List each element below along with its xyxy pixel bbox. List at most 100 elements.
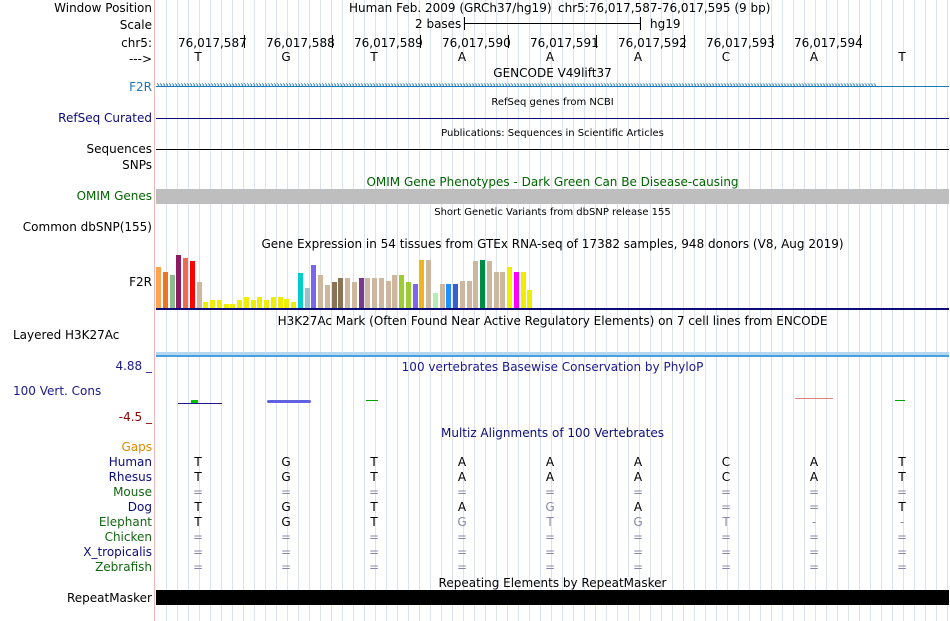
gtex-tissue-bar[interactable] (338, 278, 344, 308)
omim-track-title[interactable]: OMIM Gene Phenotypes - Dark Green Can Be… (366, 175, 739, 189)
position-text[interactable]: chr5:76,017,587-76,017,595 (9 bp) (558, 1, 771, 15)
gtex-tissue-bar[interactable] (311, 265, 317, 308)
omim-phenotype-bar[interactable] (156, 189, 949, 204)
gtex-tissue-bar[interactable] (351, 282, 357, 308)
gtex-tissue-bar[interactable] (446, 284, 452, 308)
gtex-tissue-bar[interactable] (169, 275, 175, 308)
gtex-tissue-bar[interactable] (412, 284, 418, 308)
gtex-gene-label[interactable]: F2R (129, 275, 152, 289)
grid-line (287, 0, 288, 621)
gtex-tissue-bar[interactable] (405, 282, 411, 308)
gtex-tissue-bar[interactable] (237, 300, 242, 308)
gtex-tissue-bar[interactable] (210, 300, 215, 308)
gtex-tissue-bar[interactable] (426, 260, 431, 308)
gtex-tissue-bar[interactable] (365, 278, 371, 308)
species-label[interactable]: Zebrafish (95, 560, 152, 574)
gtex-tissue-bar[interactable] (223, 304, 229, 308)
gtex-tissue-bar[interactable] (331, 282, 337, 308)
grid-line (529, 0, 530, 621)
gtex-tissue-bar[interactable] (385, 281, 391, 308)
grid-line (353, 0, 354, 621)
gtex-tissue-bar[interactable] (372, 278, 377, 308)
gtex-tissue-bar[interactable] (257, 297, 263, 308)
grid-line (386, 0, 387, 621)
gtex-tissue-bar[interactable] (486, 261, 492, 308)
h3k27ac-track-title[interactable]: H3K27Ac Mark (Often Found Near Active Re… (277, 314, 828, 328)
gtex-tissue-bar[interactable] (507, 267, 512, 308)
gtex-tissue-bar[interactable] (453, 284, 458, 308)
gtex-tissue-bar[interactable] (527, 290, 533, 308)
gtex-tissue-bar[interactable] (162, 272, 168, 308)
gtex-tissue-bar[interactable] (419, 260, 425, 308)
phylop-track-label[interactable]: 100 Vert. Cons (13, 384, 102, 398)
gtex-tissue-bar[interactable] (513, 272, 519, 308)
gtex-tissue-bar[interactable] (439, 284, 445, 308)
dbsnp-track-label[interactable]: Common dbSNP(155) (22, 220, 152, 234)
gtex-tissue-bar[interactable] (358, 278, 364, 308)
gtex-tissue-bar[interactable] (324, 285, 330, 308)
refseq-track-label[interactable]: RefSeq Curated (58, 111, 152, 125)
gtex-tissue-bar[interactable] (345, 278, 350, 308)
gtex-tissue-bar[interactable] (392, 275, 398, 308)
dbsnp-track-title[interactable]: Short Genetic Variants from dbSNP releas… (434, 207, 671, 218)
species-label[interactable]: Human (108, 455, 152, 469)
gtex-tissue-bar[interactable] (264, 300, 269, 308)
publications-label-snps[interactable]: SNPs (122, 158, 152, 172)
gtex-tissue-bar[interactable] (156, 267, 161, 308)
species-label[interactable]: Elephant (98, 515, 152, 529)
repeatmasker-element-bar[interactable] (156, 590, 949, 605)
grid-line (397, 0, 398, 621)
gtex-tissue-bar[interactable] (243, 297, 249, 308)
gtex-tissue-bar[interactable] (493, 272, 499, 308)
phylop-track-title[interactable]: 100 vertebrates Basewise Conservation by… (401, 360, 704, 374)
species-label[interactable]: X_tropicalis (83, 545, 152, 559)
refseq-track-title[interactable]: RefSeq genes from NCBI (491, 97, 614, 108)
gtex-tissue-bar[interactable] (183, 258, 188, 308)
multiz-gaps-label[interactable]: Gaps (121, 440, 152, 454)
gtex-tissue-bar[interactable] (480, 260, 485, 308)
gtex-tissue-bar[interactable] (520, 272, 526, 308)
gtex-tissue-bar[interactable] (297, 273, 303, 308)
gtex-tissue-bar[interactable] (230, 304, 236, 308)
repeatmasker-track-title[interactable]: Repeating Elements by RepeatMasker (438, 576, 667, 590)
grid-line (749, 0, 750, 621)
gtex-tissue-bar[interactable] (277, 297, 283, 308)
gtex-tissue-bar[interactable] (250, 300, 256, 308)
publications-label-sequences[interactable]: Sequences (86, 142, 152, 156)
gencode-track-title[interactable]: GENCODE V49lift37 (493, 66, 612, 80)
refseq-gene-line[interactable] (156, 118, 949, 119)
gtex-tissue-bar[interactable] (176, 255, 182, 308)
species-label[interactable]: Rhesus (108, 470, 152, 484)
gencode-gene-label[interactable]: F2R (129, 80, 152, 94)
repeatmasker-track-label[interactable]: RepeatMasker (66, 591, 152, 605)
omim-track-label[interactable]: OMIM Genes (76, 189, 152, 203)
gtex-tissue-bar[interactable] (304, 288, 310, 308)
gtex-tissue-bar[interactable] (399, 275, 404, 308)
publications-track-title[interactable]: Publications: Sequences in Scientific Ar… (441, 128, 664, 139)
gtex-tissue-bar[interactable] (203, 302, 209, 308)
species-label[interactable]: Chicken (104, 530, 152, 544)
gtex-tissue-bar[interactable] (378, 278, 384, 308)
gtex-tissue-bar[interactable] (216, 300, 222, 308)
gtex-tissue-bar[interactable] (500, 272, 506, 308)
gtex-tissue-bar[interactable] (270, 297, 276, 308)
grid-line (375, 0, 376, 621)
gtex-tissue-bar[interactable] (473, 261, 479, 308)
gtex-tissue-bar[interactable] (318, 275, 323, 308)
gtex-tissue-bar[interactable] (196, 282, 202, 308)
gtex-tissue-bar[interactable] (466, 281, 472, 308)
gtex-tissue-bar[interactable] (459, 281, 465, 308)
gtex-tissue-bar[interactable] (432, 293, 438, 308)
species-label[interactable]: Dog (127, 500, 152, 514)
gtex-tissue-bar[interactable] (284, 299, 290, 308)
gtex-track-title[interactable]: Gene Expression in 54 tissues from GTEx … (261, 237, 844, 251)
gtex-tissue-bar[interactable] (189, 261, 195, 308)
species-label[interactable]: Mouse (113, 485, 152, 499)
alignment-base: = (544, 545, 556, 559)
multiz-track-title[interactable]: Multiz Alignments of 100 Vertebrates (440, 426, 665, 440)
gtex-tissue-bar[interactable] (291, 302, 296, 308)
publications-line[interactable] (156, 149, 949, 150)
h3k27ac-track-label[interactable]: Layered H3K27Ac (13, 328, 120, 342)
gencode-gene-line[interactable] (156, 86, 949, 87)
grid-line (210, 0, 211, 621)
